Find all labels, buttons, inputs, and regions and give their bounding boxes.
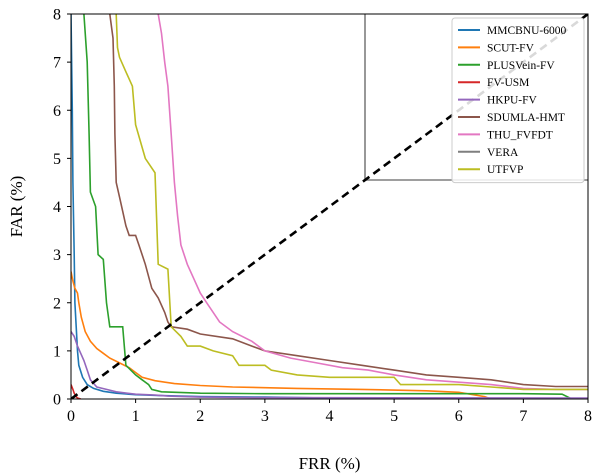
legend-label-hkpu-fv: HKPU-FV: [487, 95, 538, 107]
x-tick-label: 6: [455, 408, 463, 425]
x-tick-label: 7: [519, 408, 527, 425]
x-tick-label: 1: [132, 408, 140, 425]
y-tick-label: 1: [53, 343, 61, 360]
x-tick-label: 3: [261, 408, 269, 425]
x-axis-label: FRR (%): [299, 454, 361, 473]
series-line-plusvein-fv: [83, 14, 573, 399]
x-tick-label: 5: [390, 408, 398, 425]
series-line-sdumla-hmt: [109, 14, 588, 388]
x-tick-label: 8: [584, 408, 592, 425]
y-tick-label: 2: [53, 295, 61, 312]
legend-label-plusvein-fv: PLUSVein-FV: [487, 60, 555, 72]
x-tick-label: 4: [326, 408, 334, 425]
x-tick-label: 0: [67, 408, 75, 425]
y-tick-label: 4: [53, 199, 61, 216]
series-line-hkpu-fv: [71, 331, 588, 399]
legend-label-sdumla-hmt: SDUMLA-HMT: [487, 112, 565, 124]
legend-box: [451, 17, 585, 184]
x-tick-label: 2: [196, 408, 204, 425]
y-tick-label: 3: [53, 247, 61, 264]
series-line-utfvp: [115, 14, 588, 391]
y-tick-label: 0: [53, 392, 61, 409]
y-tick-label: 7: [53, 55, 61, 72]
legend-label-vera: VERA: [487, 147, 519, 159]
legend-label-utfvp: UTFVP: [487, 164, 523, 176]
legend-label-scut-fv: SCUT-FV: [487, 42, 535, 54]
y-tick-label: 8: [53, 7, 61, 24]
series-line-thu-fvfdt: [157, 14, 588, 391]
y-tick-label: 5: [53, 151, 61, 168]
legend: MMCBNU-6000 SCUT-FV PLUSVein-FV FV-USM HKPU-…: [451, 17, 585, 184]
legend-label-thu-fvfdt: THU_FVFDT: [487, 129, 553, 141]
y-tick-label: 6: [53, 103, 61, 120]
legend-label-fv-usm: FV-USM: [487, 77, 529, 89]
y-axis-label: FAR (%): [7, 176, 26, 238]
legend-label-mmcbnu-6000: MMCBNU-6000: [487, 25, 566, 37]
axes: 0 1 2 3 4 5 6 7 8 0 1 2 3 4 5 6 7 8: [53, 7, 592, 426]
